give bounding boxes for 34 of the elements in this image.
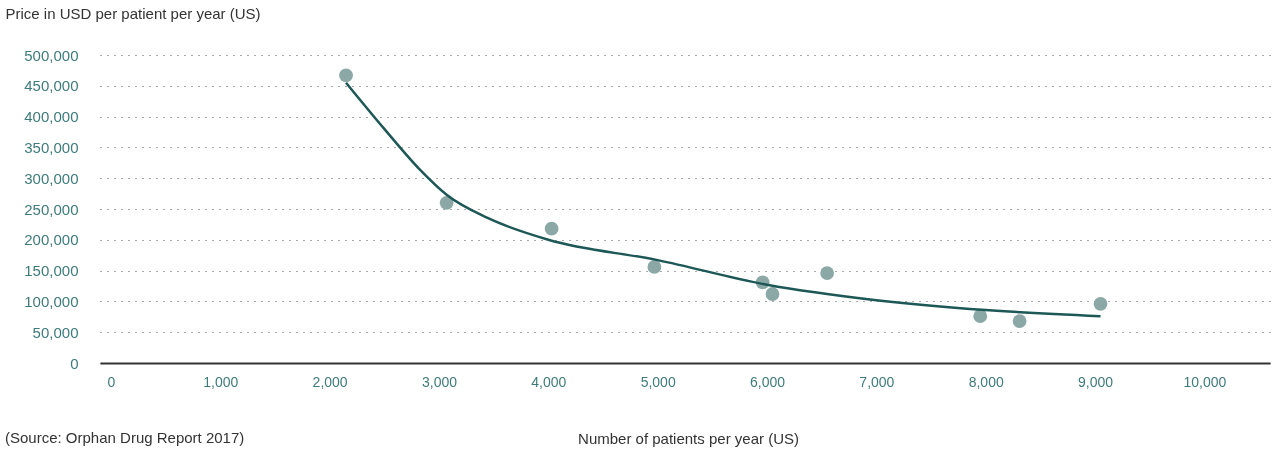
y-tick-label: 500,000 <box>24 46 79 64</box>
x-tick-label: 3,000 <box>421 373 458 390</box>
point <box>439 195 454 210</box>
point <box>820 266 835 280</box>
x-tick-label: 4,000 <box>531 373 567 390</box>
x-tick-label: 8,000 <box>968 373 1004 390</box>
point <box>544 221 559 236</box>
x-tick-label: 9,000 <box>1078 373 1114 390</box>
point <box>765 287 780 301</box>
text: (Source: Orphan Drug Report 2017) <box>5 429 245 446</box>
point <box>1012 314 1027 328</box>
point <box>339 68 353 83</box>
x-tick-label: 7,000 <box>859 373 895 390</box>
x-tick-label: 5,000 <box>640 373 676 390</box>
x-tick-label: 6,000 <box>749 373 786 390</box>
y-tick-label: 400,000 <box>24 108 79 126</box>
y-tick-label: 350,000 <box>24 138 79 156</box>
point <box>647 260 662 274</box>
point <box>1093 296 1108 311</box>
y-tick-label: 0 <box>70 354 79 372</box>
x-tick-label: 1,000 <box>203 373 239 390</box>
x-tick-label: 10,000 <box>1183 373 1227 390</box>
y-axis-title: Price in USD per patient per year (US) <box>5 4 261 22</box>
point <box>973 309 988 324</box>
y-tick-label: 450,000 <box>24 77 79 95</box>
x-tick-label: 2,000 <box>312 373 348 390</box>
y-tick-label: 50,000 <box>32 323 79 341</box>
x-axis-title: Number of patients per year (US) <box>578 429 799 447</box>
y-tick-label: 300,000 <box>24 169 79 187</box>
y-tick-label: 250,000 <box>24 200 79 218</box>
y-tick-label: 200,000 <box>24 231 79 249</box>
x-tick-label: 0 <box>107 373 116 390</box>
y-tick-label: 100,000 <box>24 292 79 310</box>
y-tick-label: 150,000 <box>24 262 79 280</box>
